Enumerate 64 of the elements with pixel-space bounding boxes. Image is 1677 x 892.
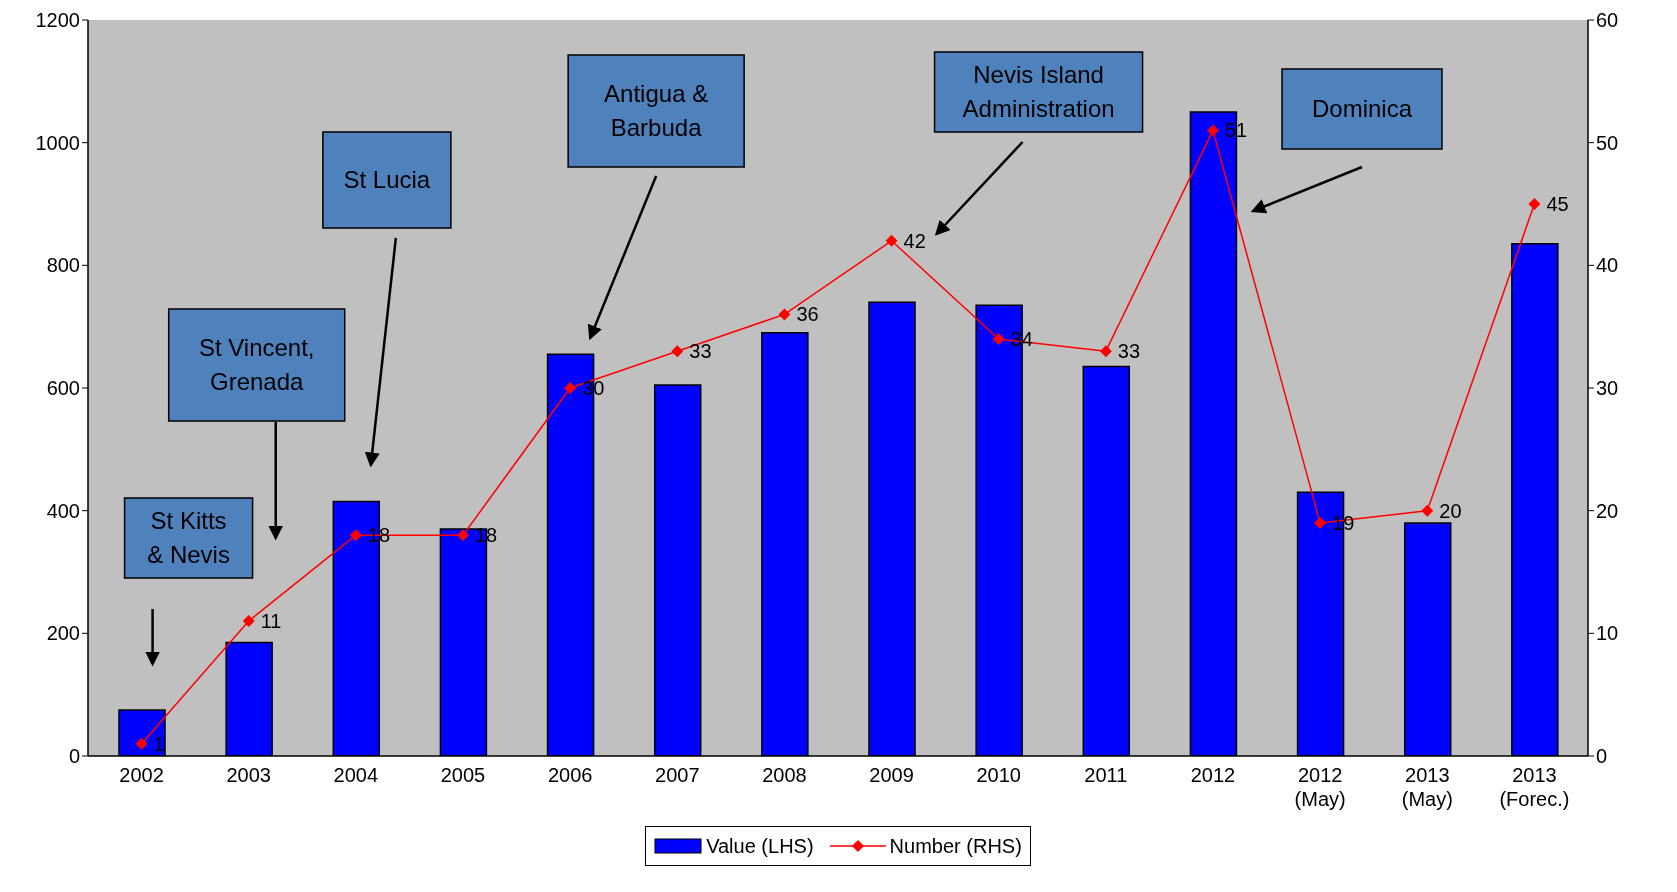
point: [457, 529, 469, 542]
x-tick-label: 2008: [762, 764, 807, 786]
data-label: 11: [260, 610, 282, 633]
point: [1528, 198, 1541, 210]
x-tick-label: 2004: [333, 764, 379, 786]
annotation: St Kitts & Nevis: [147, 507, 230, 568]
annotation: St Vincent, Grenada: [198, 334, 315, 395]
y-tick-label: 800: [46, 254, 80, 277]
data-label: 51: [1225, 119, 1248, 142]
legend-label: Number (RHS): [889, 834, 1022, 858]
data-label: 42: [903, 229, 926, 252]
x-tick-label: 2006: [547, 764, 593, 786]
x-tick-label: 2009: [869, 764, 914, 786]
y-tick-label: 1200: [35, 9, 80, 32]
y-tick-label: 400: [46, 499, 80, 522]
data-label: 30: [582, 377, 605, 399]
y2-tick-label: 0: [1596, 745, 1608, 768]
point: [778, 308, 791, 321]
x-tick-label: 2011: [1084, 764, 1128, 786]
y2-tick-label: 20: [1596, 499, 1619, 522]
point: [992, 332, 1005, 345]
data-label: 33: [1117, 340, 1141, 363]
y-tick-label: 600: [46, 377, 80, 400]
x-tick-label: 2005: [440, 764, 486, 786]
x-tick-label: 2012 (May): [1294, 764, 1346, 810]
point: [1421, 504, 1434, 517]
x-tick-label: 2003: [226, 764, 271, 786]
data-label: 18: [475, 524, 498, 547]
data-label: 19: [1332, 511, 1355, 534]
annotation: Antigua & Barbuda: [604, 80, 709, 141]
y-tick-label: 0: [68, 745, 80, 768]
data-label: 33: [689, 340, 712, 363]
point: [1099, 345, 1112, 358]
data-label: 1: [153, 732, 165, 755]
annotation: Nevis Island Administration: [962, 61, 1115, 122]
data-label: 20: [1439, 499, 1462, 522]
data-label: 18: [367, 524, 391, 547]
point: [242, 615, 255, 628]
y-tick-label: 200: [46, 622, 80, 645]
data-label: 45: [1546, 193, 1569, 215]
x-tick-label: 2013 (Forec.): [1499, 764, 1570, 810]
data-label: 36: [796, 303, 819, 326]
y2-tick-label: 10: [1596, 622, 1619, 645]
annotation: St Lucia: [343, 166, 431, 193]
x-tick-label: 2010: [976, 764, 1021, 786]
x-tick-label: 2013 (May): [1401, 764, 1453, 810]
point: [885, 234, 898, 247]
point: [671, 345, 684, 358]
x-tick-label: 2012: [1190, 764, 1236, 786]
x-tick-label: 2007: [655, 764, 700, 786]
point: [564, 382, 577, 394]
y2-tick-label: 50: [1596, 131, 1619, 154]
data-label: 34: [1010, 327, 1033, 350]
point: [1207, 124, 1219, 137]
y2-tick-label: 40: [1596, 254, 1619, 277]
y-tick-label: 1000: [35, 131, 80, 154]
y2-tick-label: 60: [1596, 9, 1619, 32]
annotation: Dominica: [1311, 95, 1413, 122]
point: [135, 737, 148, 750]
y2-tick-label: 30: [1596, 377, 1619, 400]
x-tick-label: 2002: [119, 764, 164, 786]
legend-label: Value (LHS): [706, 834, 814, 858]
point: [1314, 516, 1327, 529]
point: [349, 529, 362, 542]
